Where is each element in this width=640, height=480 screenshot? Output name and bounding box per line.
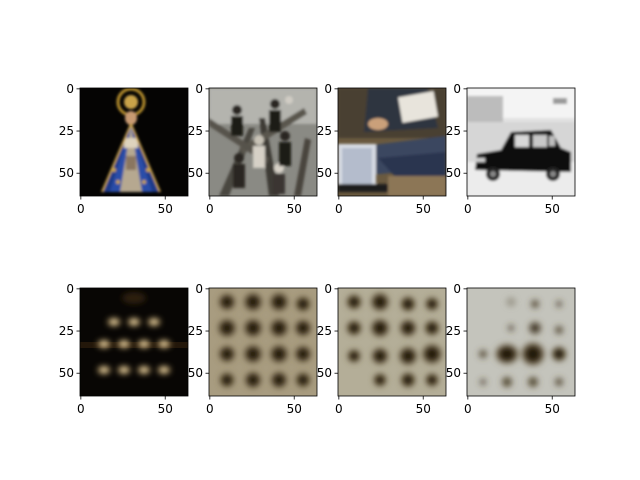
x-tick-label: 0: [77, 402, 85, 416]
axes-frame: [466, 287, 576, 397]
y-tick-label: 25: [446, 124, 461, 138]
image-tree-people: [209, 88, 317, 196]
x-tick-label: 0: [77, 202, 85, 216]
axes-frame: [208, 87, 318, 197]
axes-frame: [466, 87, 576, 197]
axes-frame: [79, 87, 189, 197]
x-tick-label: 0: [335, 202, 343, 216]
y-tick-label: 25: [59, 324, 74, 338]
x-tick-label: 50: [545, 402, 560, 416]
y-tick-label: 0: [195, 282, 203, 296]
x-tick-label: 0: [464, 402, 472, 416]
axes-r1-c4: 0 50 0 25 50: [446, 82, 576, 216]
x-tick-label: 50: [158, 202, 173, 216]
x-tick-label: 0: [335, 402, 343, 416]
panel-recon-4: [467, 288, 575, 396]
y-tick-label: 0: [324, 282, 332, 296]
y-tick-label: 25: [188, 324, 203, 338]
y-tick-label: 0: [453, 82, 461, 96]
axes-r1-c3: 0 50 0 25 50: [317, 82, 447, 216]
image-taxi: [467, 88, 575, 196]
y-tick-label: 25: [317, 324, 332, 338]
axes-r2-c1: 0 50 0 25 50: [59, 282, 189, 416]
x-tick-label: 50: [416, 202, 431, 216]
image-recon-4: [467, 288, 575, 396]
axes-layer: 0 50 0 25 50 0 50 0 25 50 0 50 0 25 50 0 50 0 25 50 0 50 0 25 50…: [59, 82, 576, 416]
x-tick-label: 0: [206, 402, 214, 416]
y-tick-label: 50: [317, 366, 332, 380]
panel-input-3: [338, 88, 446, 196]
axes-frame: [79, 287, 189, 397]
y-tick-label: 0: [453, 282, 461, 296]
panel-recon-3: [338, 288, 446, 396]
y-tick-label: 25: [446, 324, 461, 338]
x-tick-label: 0: [464, 202, 472, 216]
panel-recon-2: [209, 288, 317, 396]
panel-input-2: [209, 88, 317, 196]
axes-frame: [208, 287, 318, 397]
axes-r2-c3: 0 50 0 25 50: [317, 282, 447, 416]
x-tick-label: 50: [416, 402, 431, 416]
y-tick-label: 50: [188, 166, 203, 180]
y-tick-label: 0: [66, 282, 74, 296]
axes-frame: [337, 287, 447, 397]
x-tick-label: 50: [545, 202, 560, 216]
y-tick-label: 50: [317, 166, 332, 180]
y-tick-label: 25: [188, 124, 203, 138]
axes-r2-c2: 0 50 0 25 50: [188, 282, 318, 416]
image-recon-2: [209, 288, 317, 396]
panel-input-4: [467, 88, 575, 196]
image-recon-3: [338, 288, 446, 396]
x-tick-label: 0: [206, 202, 214, 216]
axes-r1-c2: 0 50 0 25 50: [188, 82, 318, 216]
y-tick-label: 50: [59, 366, 74, 380]
y-tick-label: 50: [446, 366, 461, 380]
x-tick-label: 50: [158, 402, 173, 416]
y-tick-label: 25: [59, 124, 74, 138]
y-tick-label: 25: [317, 124, 332, 138]
panel-input-1: [80, 88, 188, 196]
y-tick-label: 50: [188, 366, 203, 380]
y-tick-label: 50: [59, 166, 74, 180]
axes-r1-c1: 0 50 0 25 50: [59, 82, 189, 216]
x-tick-label: 50: [287, 202, 302, 216]
image-statue: [80, 88, 188, 196]
panel-recon-1: [80, 288, 188, 396]
y-tick-label: 0: [66, 82, 74, 96]
y-tick-label: 0: [324, 82, 332, 96]
x-tick-label: 50: [287, 402, 302, 416]
y-tick-label: 0: [195, 82, 203, 96]
y-tick-label: 50: [446, 166, 461, 180]
axes-r2-c4: 0 50 0 25 50: [446, 282, 576, 416]
image-recon-1: [80, 288, 188, 396]
axes-frame: [337, 87, 447, 197]
image-laptop-person: [338, 88, 446, 196]
